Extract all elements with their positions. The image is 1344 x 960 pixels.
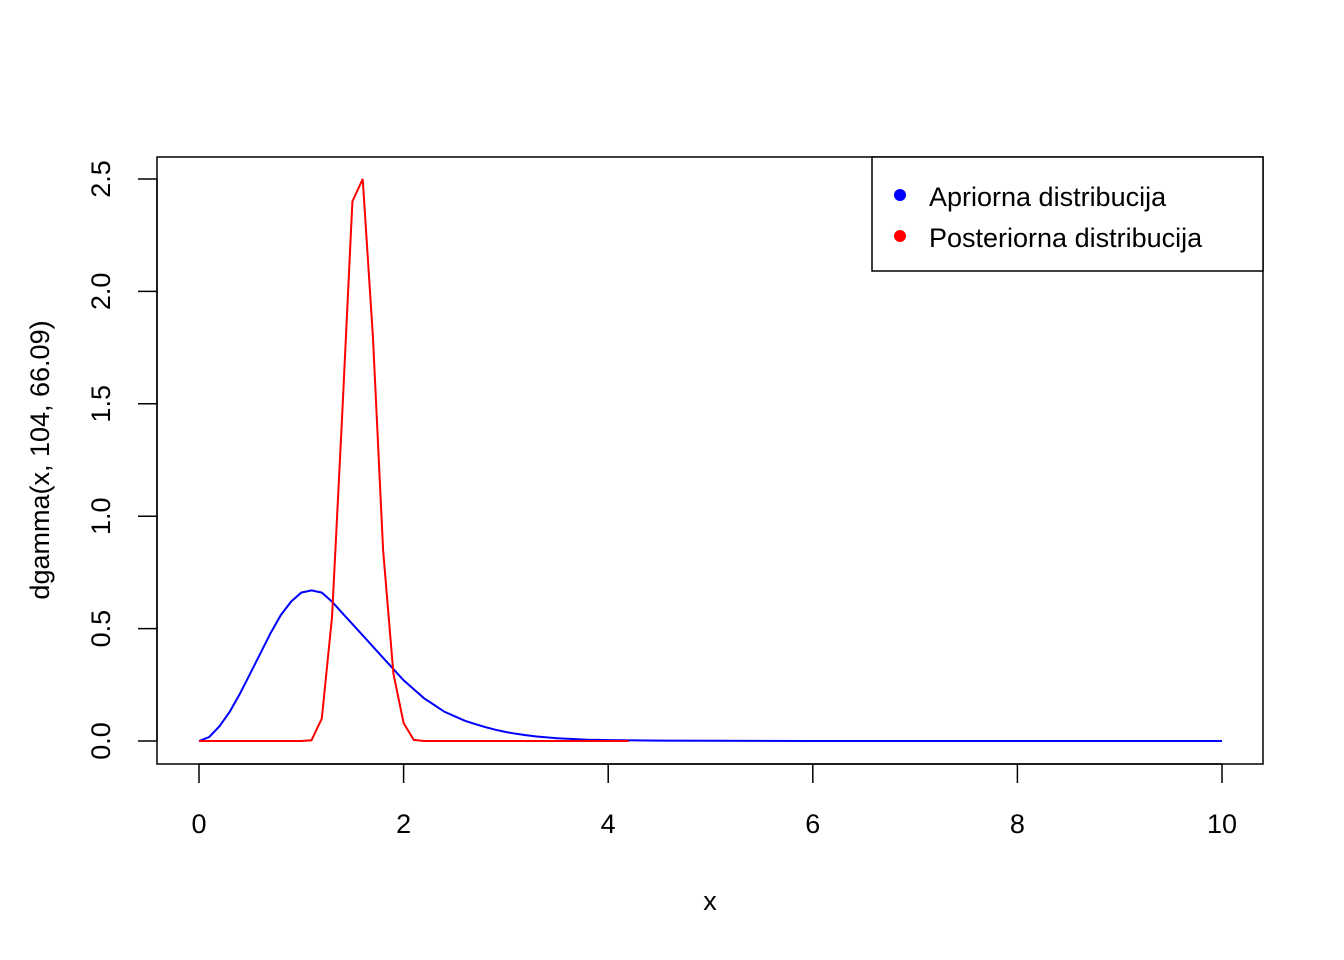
x-tick-label-2: 4 bbox=[601, 809, 616, 839]
legend-marker-posteriorna bbox=[894, 230, 906, 242]
x-tick-label-1: 2 bbox=[396, 809, 411, 839]
y-tick-label-4: 2.0 bbox=[86, 273, 116, 311]
y-tick-label-2: 1.0 bbox=[86, 497, 116, 535]
x-axis-label: x bbox=[703, 886, 717, 916]
legend-label-apriorna: Apriorna distribucija bbox=[929, 182, 1167, 212]
x-tick-label-4: 8 bbox=[1010, 809, 1025, 839]
legend-label-posteriorna: Posteriorna distribucija bbox=[929, 223, 1203, 253]
x-tick-label-3: 6 bbox=[805, 809, 820, 839]
y-tick-label-0: 0.0 bbox=[86, 722, 116, 760]
x-axis: 0 2 4 6 8 10 bbox=[191, 763, 1237, 839]
legend: Apriorna distribucija Posteriorna distri… bbox=[871, 156, 1264, 272]
x-tick-label-5: 10 bbox=[1207, 809, 1237, 839]
legend-marker-apriorna bbox=[894, 189, 906, 201]
series-line-0 bbox=[198, 589, 1222, 742]
y-tick-label-3: 1.5 bbox=[86, 385, 116, 423]
x-tick-label-0: 0 bbox=[191, 809, 206, 839]
y-axis: 0.0 0.5 1.0 1.5 2.0 2.5 bbox=[86, 160, 158, 760]
y-axis-label: dgamma(x, 104, 66.09) bbox=[25, 320, 55, 599]
series-line-1 bbox=[199, 178, 629, 742]
legend-box bbox=[871, 156, 1264, 272]
series-layer bbox=[198, 178, 1222, 742]
y-tick-label-1: 0.5 bbox=[86, 610, 116, 648]
y-tick-label-5: 2.5 bbox=[86, 160, 116, 198]
